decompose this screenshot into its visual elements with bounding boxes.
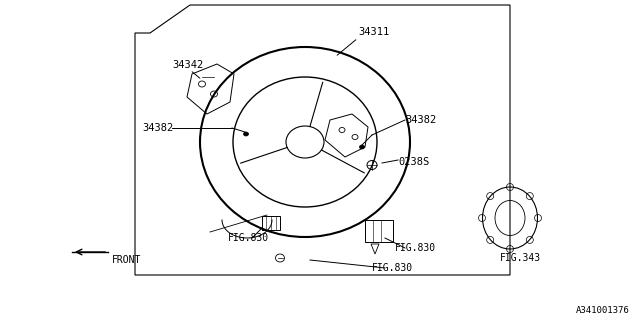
- Text: 34342: 34342: [172, 60, 204, 70]
- Text: A341001376: A341001376: [576, 306, 630, 315]
- Text: 0238S: 0238S: [398, 157, 429, 167]
- Bar: [262, 216, 280, 230]
- Text: 34311: 34311: [358, 27, 389, 37]
- Bar: [365, 220, 393, 242]
- Text: FIG.830: FIG.830: [395, 243, 436, 253]
- Text: FIG.830: FIG.830: [372, 263, 413, 273]
- Ellipse shape: [243, 132, 248, 136]
- Ellipse shape: [360, 145, 365, 149]
- Text: FIG.343: FIG.343: [500, 253, 541, 263]
- Text: 34382: 34382: [405, 115, 436, 125]
- Text: FRONT: FRONT: [112, 255, 141, 265]
- Text: 34382: 34382: [142, 123, 173, 133]
- Text: FIG.830: FIG.830: [228, 233, 269, 243]
